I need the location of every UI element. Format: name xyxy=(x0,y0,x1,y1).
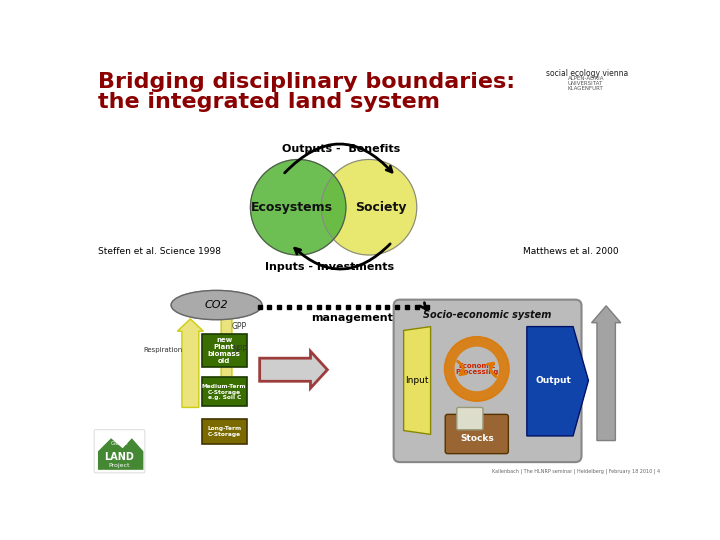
Circle shape xyxy=(455,347,498,390)
Text: management: management xyxy=(311,313,393,323)
Polygon shape xyxy=(98,438,143,470)
FancyBboxPatch shape xyxy=(202,334,246,367)
Polygon shape xyxy=(527,327,588,436)
Text: Society: Society xyxy=(355,201,406,214)
Text: Steffen et al. Science 1998: Steffen et al. Science 1998 xyxy=(98,247,221,255)
Text: Outputs -  Benefits: Outputs - Benefits xyxy=(282,145,400,154)
Text: social ecology vienna: social ecology vienna xyxy=(546,69,629,78)
Text: Medium-Term
C-Storage
e.g. Soil C: Medium-Term C-Storage e.g. Soil C xyxy=(202,384,246,400)
Text: Project: Project xyxy=(109,463,130,468)
FancyBboxPatch shape xyxy=(445,414,508,454)
Text: CO2: CO2 xyxy=(204,300,228,310)
Text: Ecosystems: Ecosystems xyxy=(251,201,333,214)
Text: Long-Term
C-Storage: Long-Term C-Storage xyxy=(207,426,241,437)
FancyBboxPatch shape xyxy=(456,408,483,430)
FancyBboxPatch shape xyxy=(394,300,582,462)
FancyBboxPatch shape xyxy=(202,419,246,444)
Text: ALPEN-ADRIA: ALPEN-ADRIA xyxy=(567,76,604,82)
Text: Input: Input xyxy=(405,376,428,385)
Text: Economic: Economic xyxy=(458,363,495,369)
Text: LAND: LAND xyxy=(104,453,135,462)
FancyArrow shape xyxy=(592,306,621,441)
Text: Kallenbach | The HLNRP seminar | Heidelberg | February 18 2010 | 4: Kallenbach | The HLNRP seminar | Heidelb… xyxy=(492,469,660,475)
Text: new
Plant
biomass
old: new Plant biomass old xyxy=(208,337,240,364)
Text: the integrated land system: the integrated land system xyxy=(98,92,440,112)
Text: Socio-economic system: Socio-economic system xyxy=(423,309,552,320)
FancyBboxPatch shape xyxy=(202,377,246,406)
Text: Respiration: Respiration xyxy=(143,347,183,353)
Text: Stocks: Stocks xyxy=(460,434,494,443)
Text: Bridging disciplinary boundaries:: Bridging disciplinary boundaries: xyxy=(98,72,515,92)
Circle shape xyxy=(321,159,417,255)
FancyArrow shape xyxy=(260,351,328,388)
Text: Global: Global xyxy=(111,441,128,446)
Circle shape xyxy=(251,159,346,255)
Text: KLAGENFURT: KLAGENFURT xyxy=(567,85,603,91)
Text: Processing: Processing xyxy=(455,369,498,375)
FancyBboxPatch shape xyxy=(94,430,145,473)
Circle shape xyxy=(444,336,509,401)
Text: Inputs - Investments: Inputs - Investments xyxy=(265,261,395,272)
Text: GPP: GPP xyxy=(232,322,247,331)
FancyArrow shape xyxy=(177,319,204,408)
Text: Output: Output xyxy=(536,376,572,385)
Polygon shape xyxy=(404,327,431,434)
Text: Matthews et al. 2000: Matthews et al. 2000 xyxy=(523,247,618,255)
Text: NPP: NPP xyxy=(232,345,247,354)
Ellipse shape xyxy=(171,291,262,320)
FancyArrow shape xyxy=(218,319,235,400)
Text: UNIVERSITAT: UNIVERSITAT xyxy=(567,81,603,86)
